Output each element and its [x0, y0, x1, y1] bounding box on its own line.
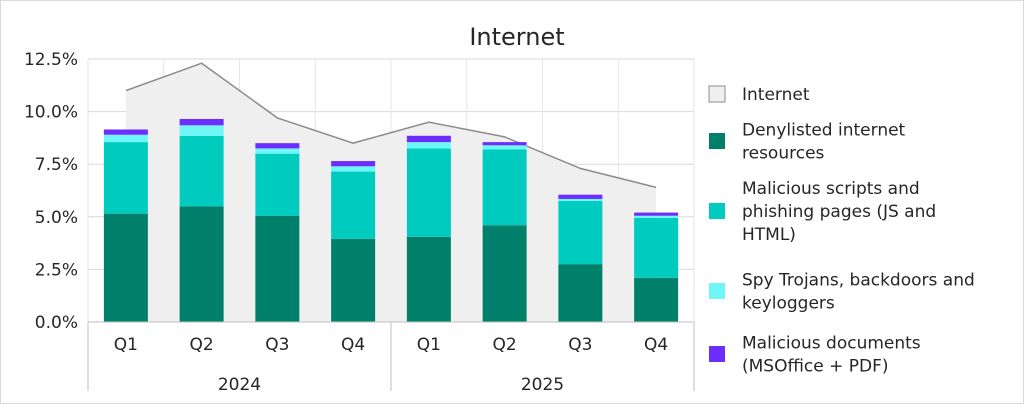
bar-segment-2	[331, 171, 376, 239]
bar-segment-2	[406, 148, 451, 237]
bar-segment-4	[331, 161, 376, 167]
legend-label: resources	[742, 144, 825, 164]
legend-label: Denylisted internet	[742, 121, 906, 141]
x-tick-label: Q2	[493, 335, 517, 355]
bar-segment-3	[179, 125, 224, 136]
legend-label: Internet	[742, 85, 810, 105]
x-tick-label: Q1	[417, 335, 441, 355]
y-tick-label: 10.0%	[24, 103, 78, 123]
bar-segment-3	[406, 142, 451, 149]
x-group-label: 2025	[521, 375, 564, 395]
bar-segment-1	[558, 264, 603, 322]
legend-swatch	[708, 85, 726, 103]
bar-segment-3	[331, 166, 376, 172]
bar-segment-4	[406, 135, 451, 143]
bar-segment-2	[179, 135, 224, 207]
legend-label: Spy Trojans, backdoors and	[742, 271, 975, 291]
bar-segment-3	[103, 134, 148, 143]
bar-segment-4	[103, 129, 148, 135]
bar-segment-2	[482, 149, 527, 226]
bar-segment-4	[558, 194, 603, 199]
bar-segment-4	[482, 142, 527, 146]
bar-segment-1	[255, 215, 300, 322]
y-tick-label: 5.0%	[35, 208, 78, 228]
legend-swatch	[709, 203, 725, 219]
bars	[103, 118, 679, 322]
y-tick-label: 7.5%	[35, 155, 78, 175]
legend-label: Malicious documents	[742, 334, 921, 354]
legend-swatch	[709, 133, 725, 149]
bar-segment-2	[558, 201, 603, 265]
chart-title: Internet	[469, 23, 564, 51]
bar-segment-1	[179, 206, 224, 322]
axes: Q1 Q2 Q3 Q4 Q1 Q2 Q3 Q4 2024 2025	[87, 321, 695, 395]
legend-label: keyloggers	[742, 294, 835, 314]
legend-label: Malicious scripts and	[742, 179, 920, 199]
bar-segment-1	[482, 225, 527, 322]
y-tick-label: 12.5%	[24, 50, 78, 70]
bar-segment-1	[406, 236, 451, 322]
bar-segment-3	[558, 198, 603, 202]
x-tick-label: Q4	[341, 335, 365, 355]
bar-segment-4	[634, 212, 679, 216]
x-group-label: 2024	[218, 375, 261, 395]
bar-segment-3	[255, 148, 300, 154]
legend-swatch	[709, 283, 725, 299]
bar-segment-2	[255, 153, 300, 216]
legend-label: HTML)	[742, 225, 796, 245]
bar-segment-1	[103, 213, 148, 322]
bar-segment-1	[331, 238, 376, 322]
area-line	[125, 62, 657, 189]
bar-segment-2	[103, 142, 148, 214]
y-tick-label: 2.5%	[35, 260, 78, 280]
x-tick-label: Q2	[190, 335, 214, 355]
bar-segment-3	[482, 145, 527, 150]
x-tick-label: Q1	[114, 335, 138, 355]
bar-segment-4	[255, 143, 300, 149]
legend-swatch	[709, 346, 725, 362]
x-tick-label: Q3	[265, 335, 289, 355]
y-tick-label: 0.0%	[35, 313, 78, 333]
bar-segment-4	[179, 118, 224, 126]
bar-segment-1	[634, 277, 679, 322]
legend-label: (MSOffice + PDF)	[742, 357, 889, 377]
bar-segment-2	[634, 217, 679, 278]
x-tick-label: Q3	[568, 335, 592, 355]
bar-segment-3	[634, 215, 679, 218]
x-tick-label: Q4	[644, 335, 668, 355]
legend: Internet Denylisted internet resources Mali…	[708, 85, 975, 377]
legend-label: phishing pages (JS and	[742, 202, 936, 222]
